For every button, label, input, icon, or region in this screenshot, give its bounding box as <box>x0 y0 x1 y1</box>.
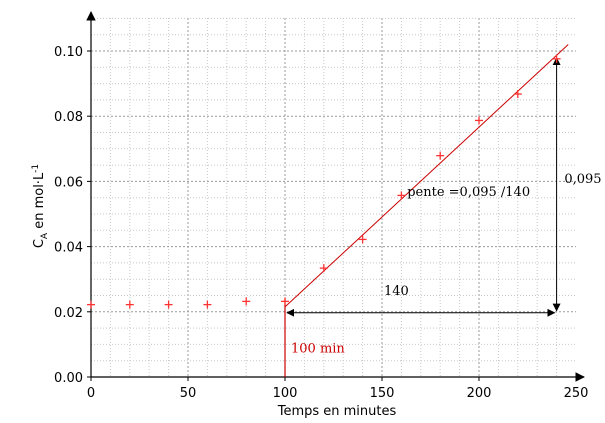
data-point <box>475 116 483 125</box>
data-point <box>281 297 289 306</box>
y-label-sup: -1 <box>31 164 41 173</box>
x-tick-label: 200 <box>467 386 492 401</box>
axes <box>86 11 585 382</box>
y-label-sub: A <box>40 232 50 239</box>
y-tick-label: 0.10 <box>54 45 83 60</box>
delta-c-label: 0,095 <box>564 172 601 187</box>
x-axis-label: Temps en minutes <box>277 404 397 419</box>
data-point <box>552 54 561 63</box>
y-tick-label: 0.02 <box>54 306 83 321</box>
x-tick-label: 100 <box>273 386 298 401</box>
y-label-main: C <box>32 239 47 248</box>
fit-line <box>284 44 569 308</box>
y-tick-label: 0.08 <box>54 110 83 125</box>
start-time-label: 100 min <box>291 342 345 357</box>
x-tick-label: 50 <box>180 386 197 401</box>
data-point <box>164 300 173 309</box>
data-point <box>436 151 445 160</box>
data-point <box>319 264 328 273</box>
y-tick-label: 0.00 <box>54 371 83 386</box>
delta-t-label: 140 <box>384 284 409 299</box>
data-point <box>203 300 212 309</box>
data-point <box>242 297 251 306</box>
data-point <box>397 191 406 200</box>
tick-labels: 0 50 100 150 200 250 0.00 0.02 0.04 0.06 0.08 0.10 <box>54 45 588 401</box>
y-label-unit: en mol·L <box>32 172 47 233</box>
y-axis-label: CA en mol·L-1 <box>31 164 50 248</box>
y-tick-label: 0.06 <box>54 175 83 190</box>
x-tick-label: 250 <box>564 386 589 401</box>
y-tick-label: 0.04 <box>54 241 83 256</box>
slope-label: pente =0,095 /140 <box>407 185 530 200</box>
annotations: 100 min 140 0,095 pente =0,095 /140 <box>284 44 602 377</box>
data-point <box>125 300 134 309</box>
data-point <box>358 235 367 244</box>
data-point <box>87 300 95 309</box>
x-tick-label: 0 <box>87 386 95 401</box>
data-points <box>87 54 561 309</box>
x-tick-label: 150 <box>370 386 395 401</box>
data-point <box>513 90 522 99</box>
